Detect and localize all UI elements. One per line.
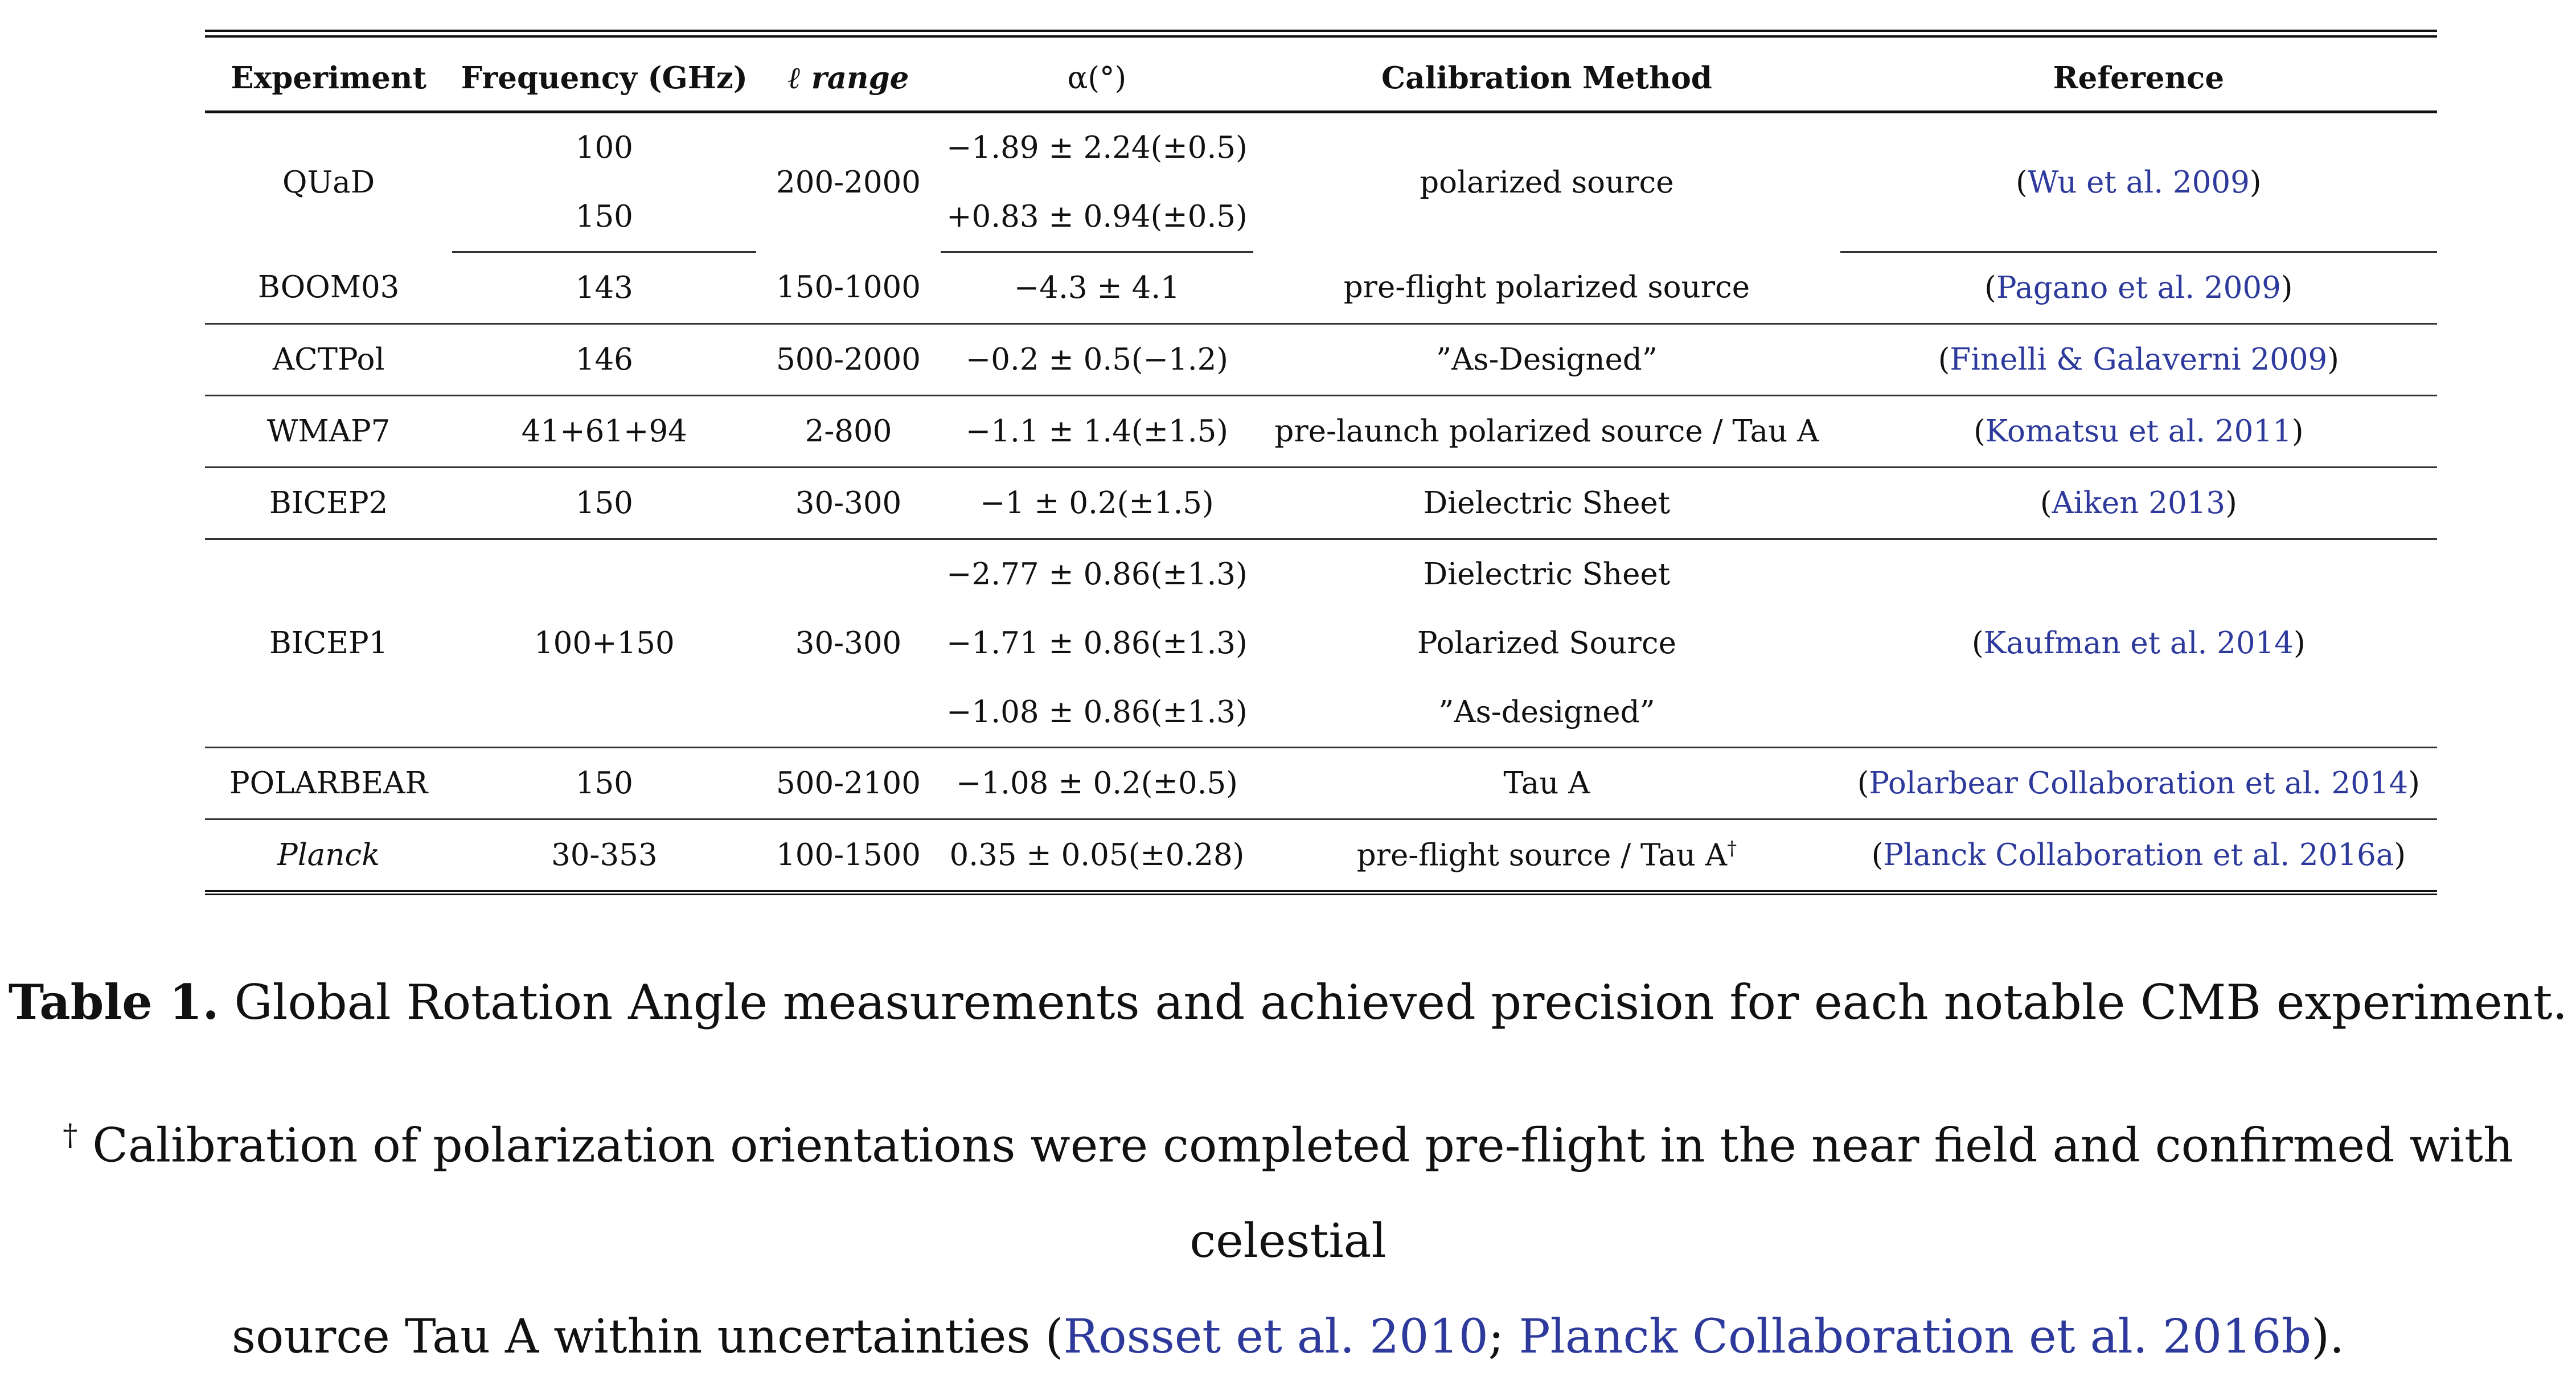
table-row: BICEP1 100+150 30-300 −2.77 ± 0.86(±1.3)…	[205, 539, 2437, 748]
footnote-dagger: †	[63, 1118, 78, 1153]
cell-l-range: 30-300	[756, 539, 941, 748]
method-text: pre-flight source / Tau A	[1356, 838, 1728, 873]
table-row: BICEP2 150 30-300 −1 ± 0.2(±1.5) Dielect…	[205, 467, 2437, 540]
footnote-line-2: source Tau A within uncertainties (Rosse…	[0, 1289, 2576, 1385]
cell-frequency: 143	[452, 252, 757, 325]
cell-frequency: 30-353	[452, 819, 757, 895]
footnote-line-1: † Calibration of polarization orientatio…	[0, 1088, 2576, 1289]
cell-frequency: 100+150	[452, 539, 757, 748]
citation-link[interactable]: Planck Collaboration et al. 2016b	[1519, 1310, 2312, 1364]
cell-method: pre-flight source / Tau A†	[1253, 819, 1840, 895]
reference-link[interactable]: Polarbear Collaboration et al. 2014	[1869, 766, 2409, 801]
cell-method: polarized source	[1420, 165, 1674, 200]
cell-reference: (Polarbear Collaboration et al. 2014)	[1840, 747, 2437, 820]
cell-frequency: 150	[452, 467, 757, 540]
cell-l-range: 500-2100	[756, 747, 941, 820]
cell-method: Polarized Source	[1417, 626, 1676, 661]
reference-link[interactable]: Pagano et al. 2009	[1996, 271, 2281, 305]
cell-experiment: BICEP1	[205, 539, 453, 748]
cell-method: ”As-Designed”	[1253, 323, 1840, 396]
header-frequency: Frequency (GHz)	[452, 28, 757, 113]
table-row: Planck 30-353 100-1500 0.35 ± 0.05(±0.28…	[205, 819, 2437, 895]
cell-method: Dielectric Sheet	[1253, 467, 1840, 540]
reference-link[interactable]: Finelli & Galaverni 2009	[1950, 342, 2328, 377]
cell-reference: (Aiken 2013)	[1840, 467, 2437, 540]
cell-alpha: −1.08 ± 0.2(±0.5)	[940, 747, 1254, 820]
reference-link[interactable]: Planck Collaboration et al. 2016a	[1883, 838, 2394, 872]
reference-link[interactable]: Aiken 2013	[2052, 486, 2226, 521]
cell-experiment: Planck	[205, 819, 453, 895]
cell-l-range: 2-800	[756, 395, 941, 468]
cell-experiment: QUaD	[282, 165, 375, 200]
table-row: POLARBEAR 150 500-2100 −1.08 ± 0.2(±0.5)…	[205, 747, 2437, 820]
cell-method: ”As-designed”	[1253, 678, 1840, 748]
table-row: ACTPol 146 500-2000 −0.2 ± 0.5(−1.2) ”As…	[205, 323, 2437, 396]
cell-reference: (Wu et al. 2009)	[1840, 112, 2437, 253]
reference-link[interactable]: Wu et al. 2009	[2027, 165, 2250, 200]
cell-frequency: 150	[452, 182, 757, 253]
cell-frequency: 146	[452, 323, 757, 396]
cell-l-range: 500-2000	[756, 323, 941, 396]
cell-alpha: +0.83 ± 0.94(±0.5)	[940, 182, 1254, 253]
table-row: 150 +0.83 ± 0.94(±0.5)	[205, 182, 2437, 253]
footnote-sep: ;	[1488, 1310, 1519, 1364]
cell-experiment: WMAP7	[205, 395, 453, 468]
cell-l-range: 150-1000	[756, 252, 941, 325]
cell-frequency: 41+61+94	[452, 395, 757, 468]
cell-method: Tau A	[1253, 747, 1840, 820]
cell-reference: (Planck Collaboration et al. 2016a)	[1840, 819, 2437, 895]
cell-alpha: −4.3 ± 4.1	[940, 252, 1254, 325]
cell-alpha: −2.77 ± 0.86(±1.3)	[946, 557, 1248, 592]
cell-experiment: BICEP2	[205, 467, 453, 540]
cell-alpha: −1.1 ± 1.4(±1.5)	[940, 395, 1254, 468]
cell-alpha: −1 ± 0.2(±1.5)	[940, 467, 1254, 540]
header-reference: Reference	[1840, 28, 2437, 113]
header-l-range-text: ℓ range	[787, 60, 909, 96]
cell-method: Dielectric Sheet	[1423, 557, 1671, 592]
cell-frequency: 150	[452, 747, 757, 820]
cell-reference: (Kaufman et al. 2014)	[1840, 539, 2437, 748]
cell-experiment: ACTPol	[205, 323, 453, 396]
cell-reference: (Finelli & Galaverni 2009)	[1840, 323, 2437, 396]
table-header-row: Experiment Frequency (GHz) ℓ range α(°) …	[205, 28, 2437, 113]
header-calibration-method: Calibration Method	[1253, 28, 1840, 113]
header-l-range: ℓ range	[756, 28, 941, 113]
cell-l-range: 100-1500	[756, 819, 941, 895]
cell-alpha: −1.71 ± 0.86(±1.3)	[946, 626, 1248, 661]
caption-label: Table 1.	[8, 974, 219, 1030]
header-alpha: α(°)	[940, 28, 1254, 113]
cell-alpha: −0.2 ± 0.5(−1.2)	[940, 323, 1254, 396]
table-container: Experiment Frequency (GHz) ℓ range α(°) …	[205, 28, 2437, 895]
citation-link[interactable]: Rosset et al. 2010	[1063, 1310, 1488, 1364]
dagger-mark: †	[1727, 837, 1737, 860]
cell-alpha: −1.89 ± 2.24(±0.5)	[946, 130, 1248, 165]
table-row: QUaD 100 200-2000 −1.89 ± 2.24(±0.5) pol…	[205, 112, 2437, 253]
table-row: −1.71 ± 0.86(±1.3) Polarized Source	[205, 609, 2437, 678]
table-row: BOOM03 143 150-1000 −4.3 ± 4.1 pre-fligh…	[205, 252, 2437, 325]
cell-l-range: 30-300	[756, 467, 941, 540]
caption-text: Global Rotation Angle measurements and a…	[234, 974, 2568, 1030]
cell-method: pre-launch polarized source / Tau A	[1253, 395, 1840, 468]
footnote-text-2-post: ).	[2311, 1310, 2345, 1364]
table-row: WMAP7 41+61+94 2-800 −1.1 ± 1.4(±1.5) pr…	[205, 395, 2437, 468]
table-caption: Table 1. Global Rotation Angle measureme…	[0, 974, 2576, 1031]
cell-experiment: BOOM03	[205, 252, 453, 325]
footnote-text-2-pre: source Tau A within uncertainties (	[231, 1310, 1064, 1364]
cell-alpha: 0.35 ± 0.05(±0.28)	[940, 819, 1254, 895]
cell-method: pre-flight polarized source	[1253, 252, 1840, 325]
reference-link[interactable]: Komatsu et al. 2011	[1985, 414, 2292, 449]
table-row: −1.08 ± 0.86(±1.3) ”As-designed”	[205, 678, 2437, 748]
cell-frequency: 100	[575, 130, 633, 165]
cell-reference: (Pagano et al. 2009)	[1840, 252, 2437, 325]
cell-alpha: −1.08 ± 0.86(±1.3)	[940, 678, 1254, 748]
cell-l-range: 200-2000	[776, 165, 921, 200]
reference-link[interactable]: Kaufman et al. 2014	[1983, 626, 2294, 661]
header-experiment: Experiment	[205, 28, 453, 113]
cell-reference: (Komatsu et al. 2011)	[1840, 395, 2437, 468]
footnote-text-1: Calibration of polarization orientations…	[92, 1118, 2513, 1269]
table-footnote: † Calibration of polarization orientatio…	[0, 1088, 2576, 1385]
results-table: Experiment Frequency (GHz) ℓ range α(°) …	[205, 28, 2437, 895]
cell-experiment: POLARBEAR	[205, 747, 453, 820]
